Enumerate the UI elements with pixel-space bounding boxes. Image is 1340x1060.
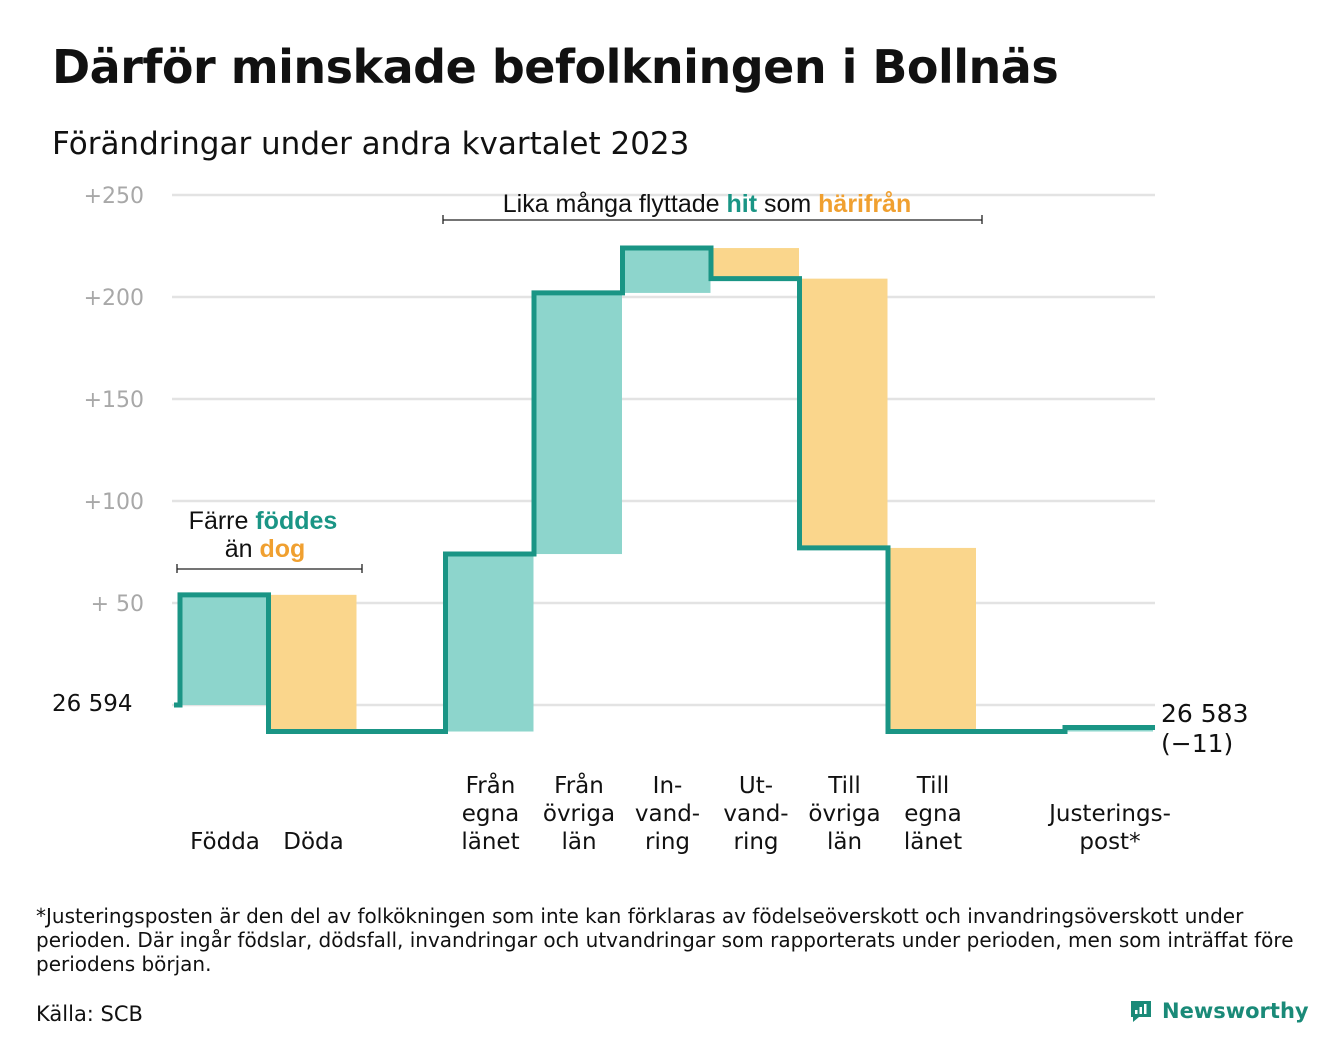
bar-till_ovriga [799,278,888,548]
bar-fran_ovriga [534,292,622,555]
category-label-fran_egna: länet [461,829,519,855]
end-change-label: (−11) [1161,729,1233,758]
newsworthy-icon [1131,1001,1151,1022]
annotation-migration: Lika många flyttade hit som härifrån [503,190,912,218]
chart-title: Därför minskade befolkningen i Bollnäs [52,40,1059,94]
bar-fran_egna [445,554,534,732]
annotation-births-line2: än dog [225,535,306,563]
chart-subtitle: Förändringar under andra kvartalet 2023 [52,126,690,162]
category-label-utvandring: ring [733,829,778,855]
category-label-fran_ovriga: övriga [543,801,615,827]
category-label-fran_ovriga: län [561,829,596,855]
brand-name: Newsworthy [1162,999,1309,1023]
bar-till_egna [888,547,976,732]
running-total-line [174,245,1155,735]
bar-invandring [622,248,711,293]
category-label-till_ovriga: övriga [808,801,880,827]
y-tick-label-150: +150 [84,388,144,413]
category-label-till_egna: egna [904,801,961,827]
end-value-label: 26 583 [1161,699,1248,728]
annotation-migration-bracket [442,215,983,224]
category-label-utvandring: vand- [723,801,788,827]
category-label-till_egna: Till [916,773,950,799]
category-label-fran_ovriga: Från [554,771,604,799]
bar-utvandring [711,248,799,279]
source-note: Källa: SCB [36,1002,143,1026]
category-label-till_ovriga: Till [827,773,861,799]
y-tick-label-50: + 50 [91,592,144,617]
y-tick-label-200: +200 [84,286,144,311]
category-label-utvandring: Ut- [739,773,773,799]
category-label-doda: Döda [283,829,343,855]
category-label-fran_egna: egna [462,801,519,827]
category-label-fran_egna: Från [466,771,516,799]
category-label-invandring: ring [645,829,690,855]
bar-fodda [180,594,268,705]
y-tick-label-250: +250 [84,184,144,209]
category-label-justering: post* [1079,829,1140,855]
footnote: *Justeringsposten är den del av folkökni… [36,904,1294,976]
category-label-till_ovriga: län [827,829,862,855]
category-label-justering: Justerings- [1047,801,1171,827]
bar-doda [268,594,357,732]
annotation-births-line1: Färre föddes [189,507,338,535]
category-label-invandring: In- [653,773,683,799]
annotation-births-bracket [176,564,363,573]
category-label-invandring: vand- [635,801,700,827]
newsworthy-logo: Newsworthy [1128,998,1309,1024]
category-label-fodda: Födda [190,829,260,855]
start-value-label: 26 594 [52,691,132,717]
y-tick-label-100: +100 [84,490,144,515]
category-label-till_egna: länet [904,829,962,855]
